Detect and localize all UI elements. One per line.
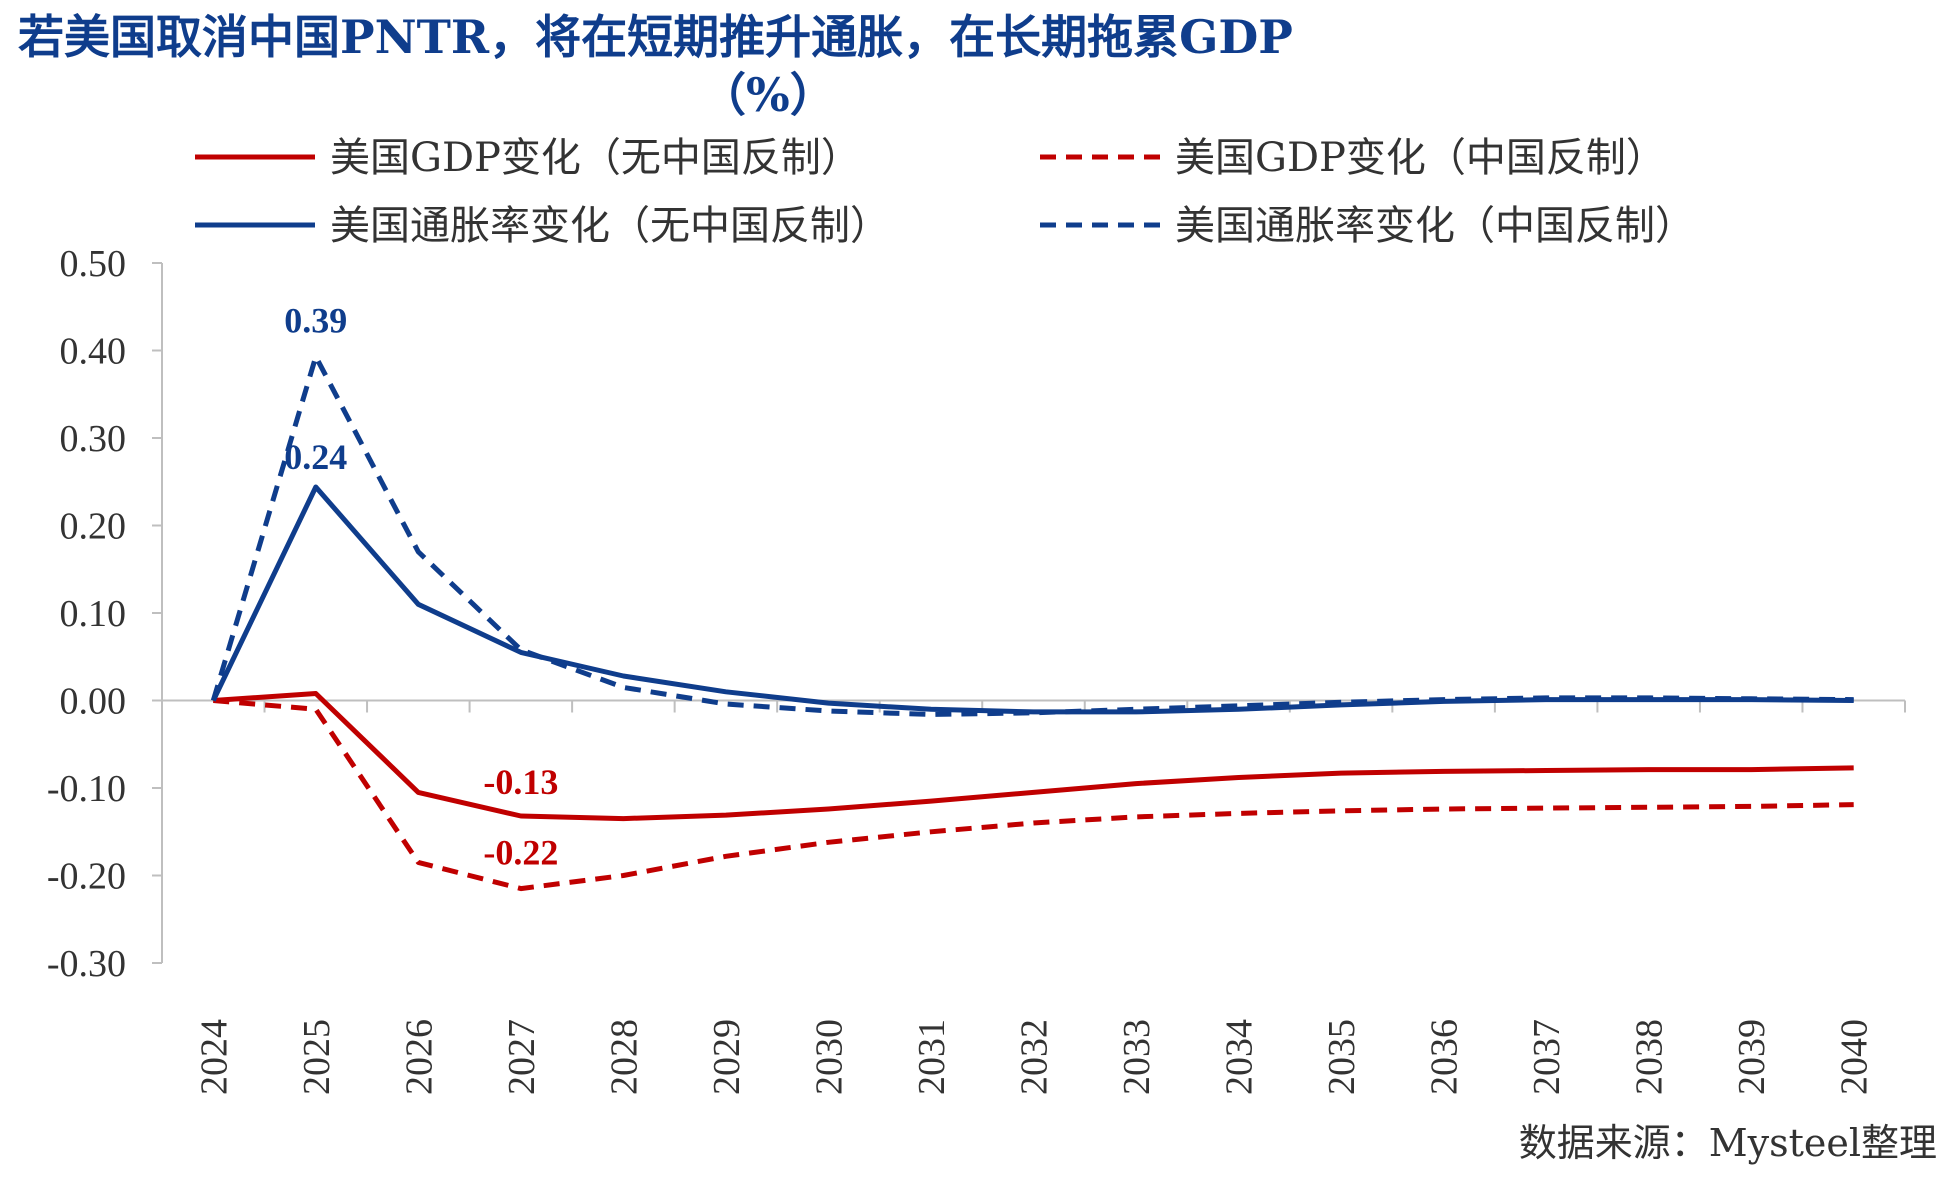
x-tick-label: 2040 bbox=[1834, 1019, 1876, 1095]
y-tick-label: -0.20 bbox=[47, 856, 126, 898]
series-line-1 bbox=[213, 698, 1854, 892]
title-line-1: 若美国取消中国PNTR，将在短期推升通胀，在长期拖累GDP bbox=[18, 10, 1293, 64]
x-tick-label: 2034 bbox=[1219, 1019, 1261, 1095]
series-line-0 bbox=[213, 691, 1854, 822]
y-tick-label: 0.50 bbox=[60, 243, 127, 285]
chart-title: 若美国取消中国PNTR，将在短期推升通胀，在长期拖累GDP （%） bbox=[0, 8, 1957, 124]
x-tick-label: 2029 bbox=[706, 1019, 748, 1095]
series-line-3 bbox=[210, 354, 1854, 717]
x-tick-label: 2036 bbox=[1424, 1019, 1466, 1095]
title-line-2: （%） bbox=[700, 68, 836, 122]
x-tick-label: 2026 bbox=[398, 1019, 440, 1095]
x-tick-label: 2030 bbox=[808, 1019, 850, 1095]
data-label: 0.24 bbox=[284, 437, 347, 477]
y-tick-label: 0.20 bbox=[60, 506, 127, 548]
x-tick-label: 2024 bbox=[193, 1019, 235, 1095]
x-tick-label: 2025 bbox=[296, 1019, 338, 1095]
y-tick-label: 0.00 bbox=[60, 681, 127, 723]
x-tick-label: 2039 bbox=[1731, 1019, 1773, 1095]
x-tick-label: 2038 bbox=[1629, 1019, 1671, 1095]
data-label: -0.22 bbox=[483, 833, 558, 873]
y-tick-label: -0.30 bbox=[47, 943, 126, 985]
x-tick-label: 2032 bbox=[1014, 1019, 1056, 1095]
x-tick-label: 2031 bbox=[911, 1019, 953, 1095]
legend-label-0: 美国GDP变化（无中国反制） bbox=[330, 135, 861, 181]
y-tick-label: -0.10 bbox=[47, 768, 126, 810]
y-tick-label: 0.40 bbox=[60, 331, 127, 373]
legend-label-1: 美国GDP变化（中国反制） bbox=[1175, 135, 1666, 181]
series-line-2 bbox=[211, 484, 1854, 715]
y-tick-label: 0.10 bbox=[60, 593, 127, 635]
data-source: 数据来源：Mysteel整理 bbox=[1518, 1121, 1937, 1165]
x-tick-label: 2035 bbox=[1321, 1019, 1363, 1095]
legend-label-3: 美国通胀率变化（中国反制） bbox=[1175, 203, 1695, 249]
x-tick-label: 2037 bbox=[1526, 1019, 1568, 1095]
x-tick-label: 2033 bbox=[1116, 1019, 1158, 1095]
x-tick-label: 2028 bbox=[603, 1019, 645, 1095]
data-label: -0.13 bbox=[483, 762, 558, 802]
x-tick-label: 2027 bbox=[501, 1019, 543, 1095]
data-label: 0.39 bbox=[284, 301, 347, 341]
y-tick-label: 0.30 bbox=[60, 418, 127, 460]
legend-label-2: 美国通胀率变化（无中国反制） bbox=[330, 203, 890, 249]
